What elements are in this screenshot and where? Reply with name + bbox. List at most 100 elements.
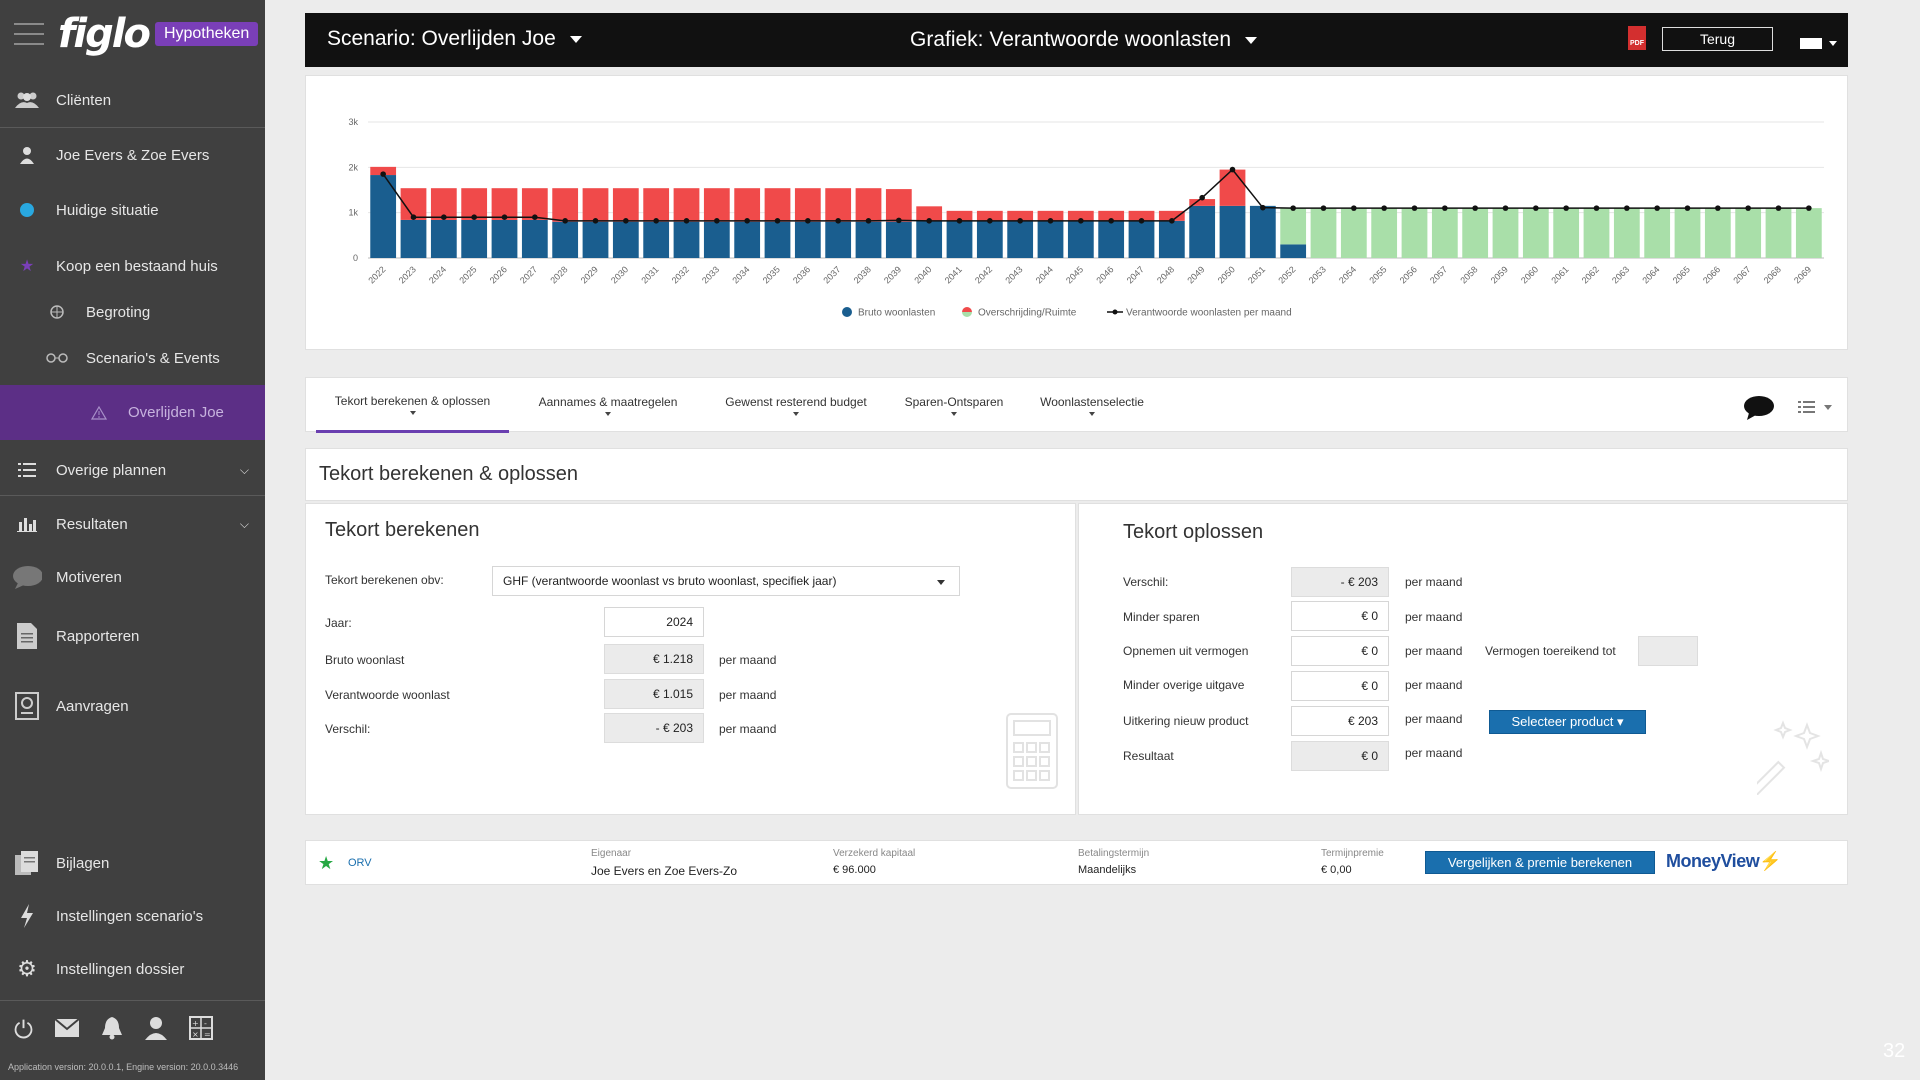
caret-down-icon[interactable] [1829, 41, 1837, 46]
bar-overschrijding [1280, 208, 1307, 245]
sidebar-item-label: Rapporteren [56, 627, 140, 645]
sidebar-item-koop-huis[interactable]: ★ Koop een bestaand huis [0, 248, 265, 284]
x-tick-label: 2033 [700, 264, 721, 285]
tab-tekort[interactable]: Tekort berekenen & oplossen [316, 378, 509, 433]
tab-sparen[interactable]: Sparen-Ontsparen [889, 378, 1019, 433]
sidebar-item-scenarios[interactable]: Scenario's & Events [0, 340, 265, 376]
tab-bar: Tekort berekenen & oplossen Aannames & m… [305, 377, 1848, 433]
minder-uitgave-input[interactable]: € 0 [1291, 671, 1389, 701]
sidebar-item-label: Koop een bestaand huis [56, 257, 218, 275]
bar-bruto [1128, 220, 1155, 258]
caret-down-icon [1089, 412, 1095, 416]
x-tick-label: 2032 [670, 264, 691, 285]
sidebar-item-label: Joe Evers & Zoe Evers [56, 146, 210, 164]
tab-aannames[interactable]: Aannames & maatregelen [528, 378, 688, 433]
bar-overschrijding [764, 188, 791, 222]
uitkering-input[interactable]: € 203 [1291, 706, 1389, 736]
star-icon[interactable]: ★ [318, 853, 335, 873]
menu-icon[interactable] [14, 23, 44, 45]
bar-bruto [612, 221, 639, 258]
obv-select[interactable]: GHF (verantwoorde woonlast vs bruto woon… [492, 566, 960, 596]
sidebar-item-huidige-situatie[interactable]: Huidige situatie [0, 192, 265, 228]
verschil-label: Verschil: [1123, 575, 1169, 589]
caret-down-icon [951, 412, 957, 416]
bar-overschrijding [1795, 208, 1822, 258]
y-tick-label: 3k [348, 117, 358, 127]
certificate-icon [12, 692, 42, 720]
logo-row: figlo Hypotheken [0, 0, 265, 68]
scenario-selector[interactable]: Scenario: Overlijden Joe [327, 27, 582, 51]
minder-uitgave-label: Minder overige uitgave [1123, 678, 1245, 692]
bar-overschrijding [1492, 208, 1519, 258]
opnemen-vermogen-input[interactable]: € 0 [1291, 636, 1389, 666]
sidebar-item-resultaten[interactable]: Resultaten ⌵ [0, 506, 265, 542]
x-tick-label: 2063 [1610, 264, 1631, 285]
x-tick-label: 2038 [852, 264, 873, 285]
panel-title: Tekort berekenen [325, 519, 480, 541]
sidebar-item-label: Begroting [86, 303, 151, 321]
bar-overschrijding [643, 188, 670, 222]
x-tick-label: 2029 [579, 264, 600, 285]
calculator-icon[interactable]: + - × = [188, 1016, 213, 1045]
sidebar-item-overige-plannen[interactable]: Overige plannen ⌵ [0, 452, 265, 488]
bar-bruto [1067, 220, 1094, 258]
person-icon [12, 146, 42, 164]
x-tick-label: 2026 [488, 264, 509, 285]
mail-icon[interactable] [54, 1018, 80, 1042]
glasses-icon [42, 352, 72, 364]
compare-premium-button[interactable]: Vergelijken & premie berekenen [1425, 851, 1655, 874]
bar-overschrijding [916, 206, 943, 221]
sidebar-item-instellingen-scenarios[interactable]: Instellingen scenario's [0, 898, 265, 934]
back-button[interactable]: Terug [1662, 27, 1773, 51]
x-tick-label: 2055 [1367, 264, 1388, 285]
power-icon[interactable]: ⏻ [14, 1016, 33, 1044]
sidebar-item-label: Cliënten [56, 91, 112, 109]
legend-marker [962, 307, 972, 312]
sidebar-item-clienten[interactable]: Cliënten [0, 82, 265, 118]
sidebar-item-begroting[interactable]: Begroting [0, 294, 265, 330]
product-badge: Hypotheken [154, 22, 259, 46]
bar-bruto [461, 219, 488, 258]
pdf-icon[interactable]: PDF [1628, 26, 1646, 50]
bell-icon[interactable] [101, 1016, 123, 1045]
x-tick-label: 2028 [548, 264, 569, 285]
bar-overschrijding [552, 188, 579, 222]
line-point [1502, 205, 1509, 211]
bar-bruto [400, 219, 427, 258]
sidebar-item-instellingen-dossier[interactable]: ⚙ Instellingen dossier [0, 951, 265, 987]
tab-woonlastenselectie[interactable]: Woonlastenselectie [1013, 378, 1171, 433]
comment-icon[interactable] [1743, 395, 1775, 426]
list-menu-icon[interactable] [1798, 400, 1834, 418]
tab-label: Aannames & maatregelen [538, 395, 678, 409]
select-product-button[interactable]: Selecteer product ▾ [1489, 710, 1646, 734]
sidebar-item-bijlagen[interactable]: Bijlagen [0, 845, 265, 881]
line-point [1381, 205, 1387, 211]
minder-sparen-input[interactable]: € 0 [1291, 601, 1389, 631]
bar-bruto [1249, 205, 1276, 258]
unit-label: per maand [1405, 746, 1463, 760]
sidebar-item-rapporteren[interactable]: Rapporteren [0, 618, 265, 654]
line-point [744, 218, 750, 224]
line-point [380, 171, 386, 177]
user-icon[interactable] [144, 1016, 167, 1045]
bar-overschrijding [1704, 208, 1731, 258]
sidebar-item-motiveren[interactable]: Motiveren [0, 559, 265, 595]
verantwoorde-value: € 1.015 [604, 679, 704, 709]
legend-label: Verantwoorde woonlasten per maand [1126, 308, 1292, 319]
x-tick-label: 2025 [457, 264, 478, 285]
line-point [865, 218, 872, 224]
flag-icon[interactable] [1800, 38, 1822, 49]
tab-gewenst-budget[interactable]: Gewenst resterend budget [706, 378, 886, 433]
orv-type: ORV [348, 857, 372, 869]
line-point [1169, 218, 1175, 224]
sidebar-item-client[interactable]: Joe Evers & Zoe Evers [0, 137, 265, 173]
line-point [1472, 205, 1478, 211]
bar-overschrijding [855, 188, 882, 222]
tekort-oplossen-panel: Tekort oplossen Verschil: - € 203 per ma… [1078, 503, 1848, 815]
jaar-input[interactable]: 2024 [604, 607, 704, 637]
chart-selector[interactable]: Grafiek: Verantwoorde woonlasten [910, 28, 1258, 52]
section-header: Tekort berekenen & oplossen [305, 448, 1848, 501]
sidebar-item-overlijden-joe[interactable]: Overlijden Joe [0, 385, 265, 440]
sidebar-item-aanvragen[interactable]: Aanvragen [0, 688, 265, 724]
bar-bruto [825, 221, 852, 258]
